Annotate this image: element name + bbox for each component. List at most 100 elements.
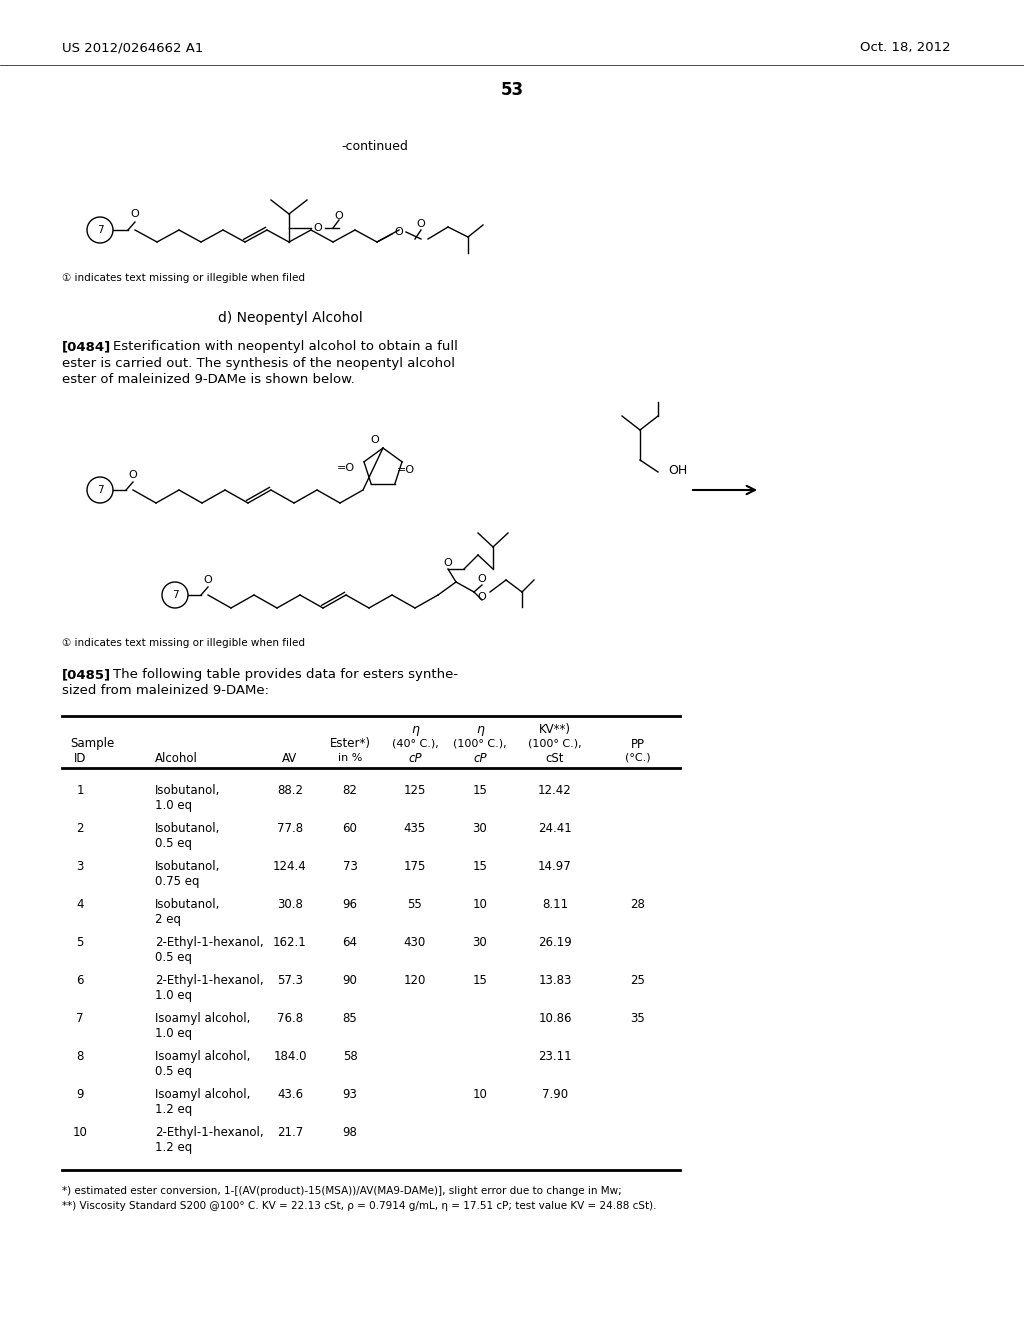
Text: [0485]: [0485] xyxy=(62,668,112,681)
Text: 7: 7 xyxy=(96,484,103,495)
Text: O: O xyxy=(394,227,403,238)
Text: 3: 3 xyxy=(77,861,84,873)
Text: Esterification with neopentyl alcohol to obtain a full: Esterification with neopentyl alcohol to… xyxy=(113,341,458,352)
Text: O: O xyxy=(417,219,425,228)
Text: 162.1: 162.1 xyxy=(273,936,307,949)
Text: 435: 435 xyxy=(403,822,426,836)
Text: O: O xyxy=(371,436,379,445)
Text: η: η xyxy=(476,723,484,737)
Text: Isoamyl alcohol,: Isoamyl alcohol, xyxy=(155,1049,251,1063)
Text: 5: 5 xyxy=(77,936,84,949)
Text: 55: 55 xyxy=(408,898,422,911)
Text: (°C.): (°C.) xyxy=(626,752,651,763)
Text: Isoamyl alcohol,: Isoamyl alcohol, xyxy=(155,1012,251,1026)
Text: O: O xyxy=(129,470,137,480)
Text: 1.2 eq: 1.2 eq xyxy=(155,1104,193,1115)
Text: 0.5 eq: 0.5 eq xyxy=(155,1065,193,1078)
Text: 98: 98 xyxy=(343,1126,357,1139)
Text: PP: PP xyxy=(631,738,645,751)
Text: *) estimated ester conversion, 1-[(AV(product)-15(MSA))/AV(MA9-DAMe)], slight er: *) estimated ester conversion, 1-[(AV(pr… xyxy=(62,1185,622,1196)
Text: 88.2: 88.2 xyxy=(278,784,303,797)
Text: 7: 7 xyxy=(76,1012,84,1026)
Text: 77.8: 77.8 xyxy=(276,822,303,836)
Text: OH: OH xyxy=(668,463,687,477)
Text: 53: 53 xyxy=(501,81,523,99)
Text: 2 eq: 2 eq xyxy=(155,913,181,927)
Text: O: O xyxy=(477,574,486,583)
Text: Ester*): Ester*) xyxy=(330,738,371,751)
Text: 1.0 eq: 1.0 eq xyxy=(155,799,193,812)
Text: 7.90: 7.90 xyxy=(542,1088,568,1101)
Text: 2-Ethyl-1-hexanol,: 2-Ethyl-1-hexanol, xyxy=(155,974,263,987)
Text: (40° C.),: (40° C.), xyxy=(391,739,438,748)
Text: 1: 1 xyxy=(76,784,84,797)
Text: 24.41: 24.41 xyxy=(539,822,571,836)
Text: 1.2 eq: 1.2 eq xyxy=(155,1140,193,1154)
Text: 30: 30 xyxy=(473,936,487,949)
Text: **) Viscosity Standard S200 @100° C. KV = 22.13 cSt, ρ = 0.7914 g/mL, η = 17.51 : **) Viscosity Standard S200 @100° C. KV … xyxy=(62,1201,656,1210)
Text: [0484]: [0484] xyxy=(62,341,112,352)
Text: O: O xyxy=(335,211,343,220)
Text: O: O xyxy=(443,558,453,568)
Text: KV**): KV**) xyxy=(539,723,571,737)
Text: 26.19: 26.19 xyxy=(539,936,571,949)
Text: 28: 28 xyxy=(631,898,645,911)
Text: 10: 10 xyxy=(472,898,487,911)
Text: 0.5 eq: 0.5 eq xyxy=(155,950,193,964)
Text: 10: 10 xyxy=(73,1126,87,1139)
Text: η: η xyxy=(411,723,419,737)
Text: Isobutanol,: Isobutanol, xyxy=(155,898,220,911)
Text: -continued: -continued xyxy=(342,140,409,153)
Text: Sample: Sample xyxy=(70,738,115,751)
Text: 21.7: 21.7 xyxy=(276,1126,303,1139)
Text: Isoamyl alcohol,: Isoamyl alcohol, xyxy=(155,1088,251,1101)
Text: (100° C.),: (100° C.), xyxy=(528,739,582,748)
Text: Isobutanol,: Isobutanol, xyxy=(155,822,220,836)
Text: O: O xyxy=(131,209,139,219)
Text: =O: =O xyxy=(397,465,415,475)
Text: 12.42: 12.42 xyxy=(539,784,571,797)
Text: cP: cP xyxy=(473,751,486,764)
Text: O: O xyxy=(313,223,323,234)
Text: 85: 85 xyxy=(343,1012,357,1026)
Text: ester is carried out. The synthesis of the neopentyl alcohol: ester is carried out. The synthesis of t… xyxy=(62,356,455,370)
Text: O: O xyxy=(477,591,486,602)
Text: Oct. 18, 2012: Oct. 18, 2012 xyxy=(860,41,950,54)
Text: 2: 2 xyxy=(76,822,84,836)
Text: 58: 58 xyxy=(343,1049,357,1063)
Text: (100° C.),: (100° C.), xyxy=(454,739,507,748)
Text: cSt: cSt xyxy=(546,751,564,764)
Text: 120: 120 xyxy=(403,974,426,987)
Text: in %: in % xyxy=(338,752,362,763)
Text: 7: 7 xyxy=(96,224,103,235)
Text: ① indicates text missing or illegible when filed: ① indicates text missing or illegible wh… xyxy=(62,638,305,648)
Text: 1.0 eq: 1.0 eq xyxy=(155,1027,193,1040)
Text: 1.0 eq: 1.0 eq xyxy=(155,989,193,1002)
Text: 23.11: 23.11 xyxy=(539,1049,571,1063)
Text: 35: 35 xyxy=(631,1012,645,1026)
Text: O: O xyxy=(204,576,212,585)
Text: The following table provides data for esters synthe-: The following table provides data for es… xyxy=(113,668,458,681)
Text: 13.83: 13.83 xyxy=(539,974,571,987)
Text: 430: 430 xyxy=(403,936,426,949)
Text: 60: 60 xyxy=(343,822,357,836)
Text: 30.8: 30.8 xyxy=(278,898,303,911)
Text: d) Neopentyl Alcohol: d) Neopentyl Alcohol xyxy=(218,312,362,325)
Text: cP: cP xyxy=(409,751,422,764)
Text: ester of maleinized 9-DAMe is shown below.: ester of maleinized 9-DAMe is shown belo… xyxy=(62,374,355,385)
Text: 25: 25 xyxy=(631,974,645,987)
Text: sized from maleinized 9-DAMe:: sized from maleinized 9-DAMe: xyxy=(62,684,269,697)
Text: 90: 90 xyxy=(343,974,357,987)
Text: Isobutanol,: Isobutanol, xyxy=(155,861,220,873)
Text: 2-Ethyl-1-hexanol,: 2-Ethyl-1-hexanol, xyxy=(155,936,263,949)
Text: 76.8: 76.8 xyxy=(276,1012,303,1026)
Text: ID: ID xyxy=(74,751,86,764)
Text: =O: =O xyxy=(337,463,355,473)
Text: Alcohol: Alcohol xyxy=(155,751,198,764)
Text: 7: 7 xyxy=(172,590,178,601)
Text: 184.0: 184.0 xyxy=(273,1049,307,1063)
Text: 93: 93 xyxy=(343,1088,357,1101)
Text: AV: AV xyxy=(283,751,298,764)
Text: 15: 15 xyxy=(472,861,487,873)
Text: 15: 15 xyxy=(472,974,487,987)
